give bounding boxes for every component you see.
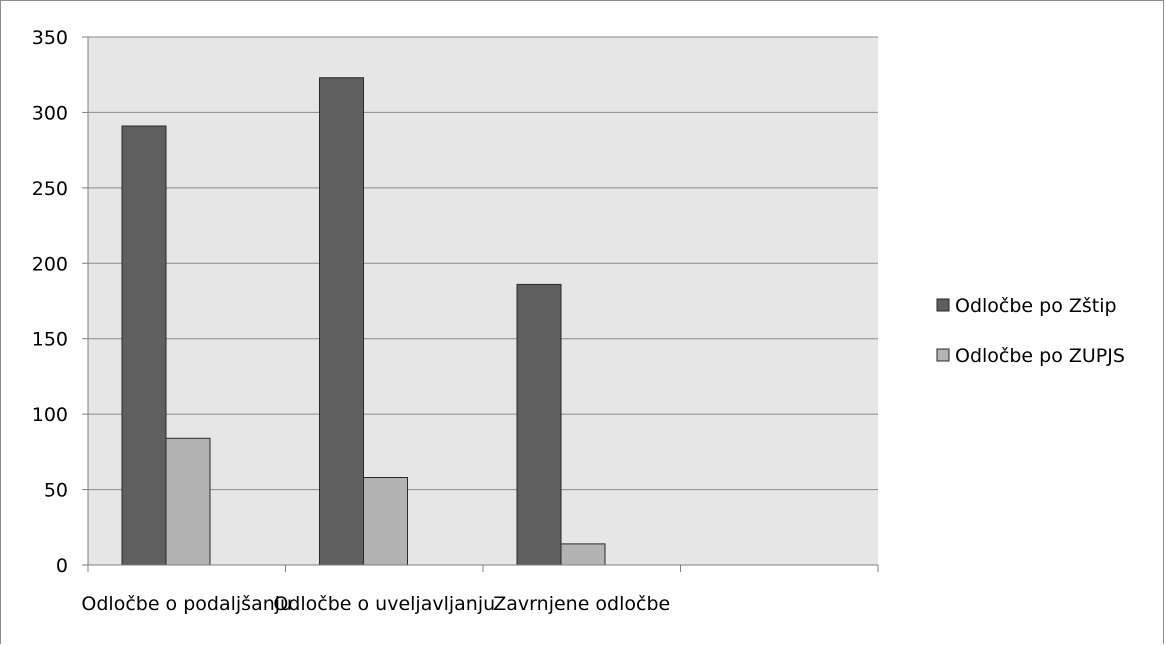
axes	[87, 37, 879, 572]
y-tick-label: 150	[32, 329, 68, 351]
bar	[363, 477, 408, 566]
x-tick-label: Zavrnjene odločbe	[493, 593, 670, 615]
x-tick-label: Odločbe o uveljavljanju	[273, 593, 495, 615]
legend-swatch	[936, 348, 950, 362]
bar	[560, 543, 606, 566]
bar	[319, 77, 364, 566]
y-tick-labels: 0 50 100 150 200 250 300 350	[32, 27, 68, 577]
bar	[165, 437, 211, 566]
bar	[516, 283, 562, 566]
gridlines	[82, 36, 878, 566]
legend-swatch	[936, 298, 950, 312]
x-tick-label: Odločbe o podaljšanju	[81, 593, 292, 615]
legend-label: Odločbe po Zštip	[955, 295, 1117, 317]
y-tick-label: 250	[32, 178, 68, 200]
bars	[121, 77, 606, 566]
plot-area	[88, 37, 878, 565]
y-tick-label: 0	[56, 555, 68, 577]
y-tick-label: 300	[32, 102, 68, 124]
bar	[121, 125, 167, 566]
legend-label: Odločbe po ZUPJS	[955, 345, 1125, 367]
legend: Odločbe po Zštip Odločbe po ZUPJS	[936, 295, 1125, 367]
y-tick-label: 50	[44, 480, 68, 502]
y-tick-label: 200	[32, 253, 68, 275]
y-tick-label: 100	[32, 404, 68, 426]
y-tick-label: 350	[32, 27, 68, 49]
